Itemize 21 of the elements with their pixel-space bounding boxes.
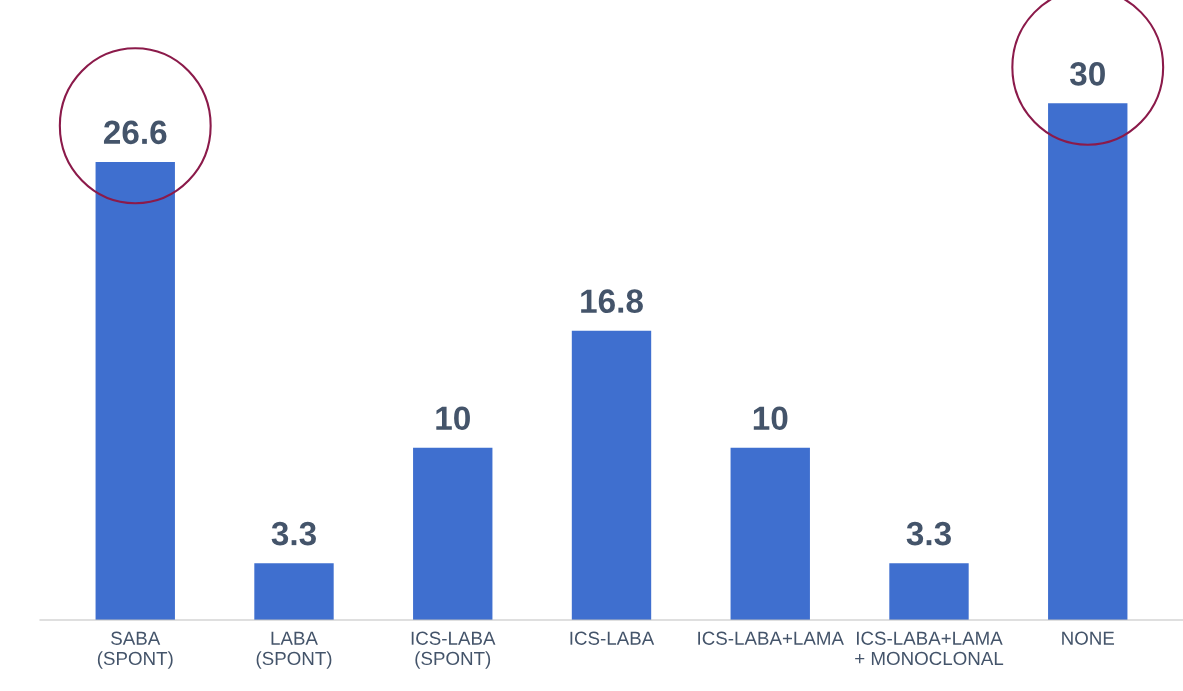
- data-label: 3.3: [906, 521, 951, 546]
- bar: [413, 447, 493, 620]
- data-label: 26.6: [103, 120, 167, 145]
- x-tick-label: LABA (SPONT): [256, 631, 332, 669]
- bar: [571, 330, 652, 620]
- bar: [254, 563, 334, 620]
- bar: [889, 563, 969, 620]
- data-label: 3.3: [271, 521, 316, 546]
- x-tick-label: SABA (SPONT): [97, 631, 173, 669]
- bar: [730, 447, 810, 620]
- x-tick-label: ICS-LABA+LAMA + MONOCLONAL: [855, 631, 1004, 666]
- bar: [95, 161, 175, 620]
- x-tick-label: ICS-LABA: [570, 631, 655, 645]
- data-label: 10: [436, 406, 470, 431]
- x-tick-label: ICS-LABA+LAMA: [698, 631, 844, 645]
- x-tick-label: NONE: [1062, 631, 1115, 645]
- data-label: 30: [1069, 62, 1105, 86]
- data-label: 16.8: [581, 289, 643, 313]
- data-label: 10: [753, 406, 788, 431]
- bar: [1048, 103, 1128, 620]
- x-tick-label: ICS-LABA (SPONT): [411, 631, 496, 669]
